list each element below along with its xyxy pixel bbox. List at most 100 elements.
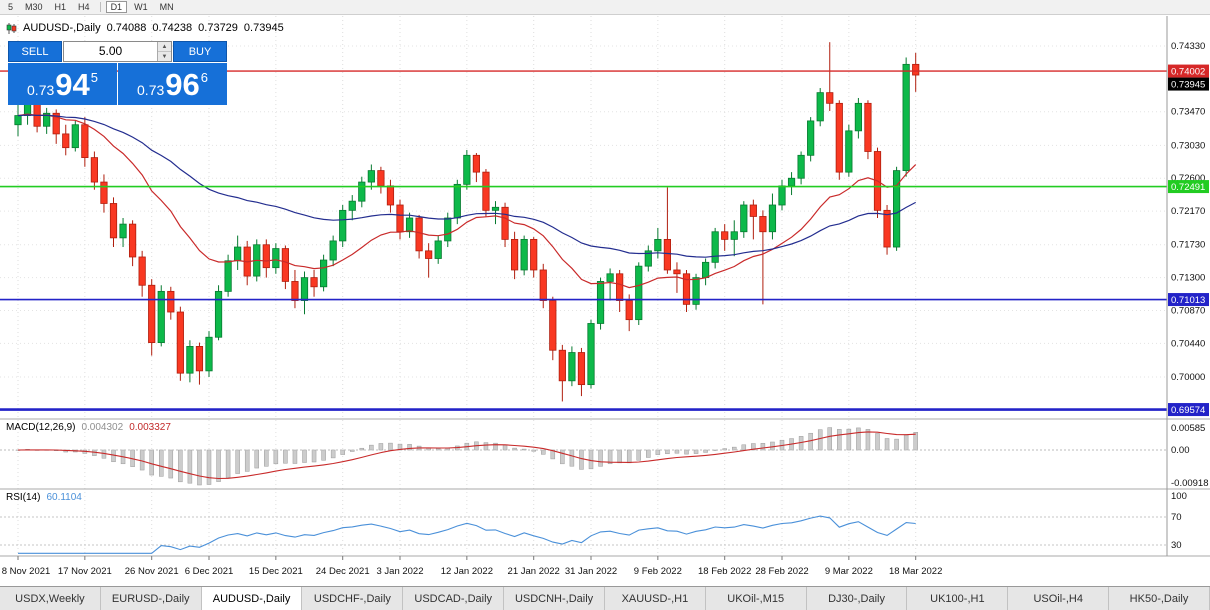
timeframe-toolbar: 5 M30 H1 H4 D1 W1 MN [0, 0, 1210, 15]
candle [463, 154, 471, 185]
macd-bar [407, 444, 412, 451]
toolbar-divider [99, 2, 101, 12]
price-chart[interactable]: 0.00585 0.00 -0.00918 100 70 30 0.74330 0.73470… [0, 0, 1210, 586]
candle [62, 133, 70, 149]
candle [625, 300, 633, 321]
candle [807, 120, 815, 156]
macd-bar [254, 449, 259, 469]
volume-value[interactable]: 5.00 [98, 44, 123, 58]
macd-bar [216, 449, 221, 482]
candle [759, 216, 767, 233]
price-axis-label: 0.72600 [1171, 173, 1205, 184]
timeframe-button-w1[interactable]: W1 [134, 2, 148, 12]
rsi-line [18, 515, 916, 554]
ma-slow-line [17, 114, 916, 258]
candle [444, 217, 452, 242]
moving-averages [17, 113, 917, 289]
sell-price-quote[interactable]: 0.73 94 5 [8, 63, 117, 105]
sell-price-base: 0.73 [27, 82, 55, 98]
candle [358, 181, 366, 202]
macd-name: MACD(12,26,9) [6, 422, 76, 433]
price-axis-label: 0.72170 [1171, 206, 1205, 217]
timeframe-button-mn[interactable]: MN [159, 2, 174, 12]
buy-button[interactable]: BUY [173, 41, 227, 62]
price-axis-label: 0.73030 [1171, 140, 1205, 151]
candle [128, 223, 137, 258]
sell-price-pip: 5 [90, 69, 98, 85]
chart-tab-usdxweekly[interactable]: USDX,Weekly [0, 587, 101, 610]
macd-bar [684, 449, 689, 455]
timeframe-button-h1[interactable]: H1 [54, 2, 67, 12]
candle [491, 206, 500, 211]
buy-price-big: 96 [165, 66, 200, 102]
rsi-axis-label: 70 [1171, 512, 1182, 523]
candle [902, 63, 910, 171]
macd-bar [187, 449, 193, 484]
timeframe-button-h4[interactable]: H4 [78, 2, 90, 12]
horizontal-lines [0, 70, 1167, 411]
timeframe-button-m30[interactable]: M30 [25, 2, 43, 12]
chart-tab-dj30daily[interactable]: DJ30-,Daily [806, 587, 908, 610]
chart-tab-hk50daily[interactable]: HK50-,Daily [1109, 587, 1210, 610]
candle [148, 284, 156, 343]
date-label: 17 Nov 2021 [58, 566, 112, 577]
date-label: 6 Dec 2021 [185, 566, 234, 577]
volume-increase-button[interactable]: ▲ [158, 42, 171, 52]
macd-bar [149, 449, 154, 476]
macd-bar [617, 449, 622, 464]
timeframe-button-5[interactable]: 5 [8, 2, 14, 12]
chart-tab-usdchfdaily[interactable]: USDCHF-,Daily [302, 587, 404, 610]
macd-bar [636, 449, 641, 461]
candle [386, 185, 395, 206]
candle [510, 238, 519, 271]
macd-bar [369, 444, 374, 451]
macd-bar [483, 442, 489, 451]
candle [893, 170, 901, 248]
chart-tab-audusddaily[interactable]: AUDUSD-,Daily [201, 587, 303, 610]
chart-grid [0, 16, 1167, 556]
rsi-value: 60.1104 [46, 492, 82, 503]
chart-tab-usdcaddaily[interactable]: USDCAD-,Daily [403, 587, 505, 610]
macd-bar [302, 449, 307, 463]
macd-bar [311, 449, 317, 463]
rsi-axis-label: 100 [1171, 491, 1187, 502]
date-label: 21 Jan 2022 [508, 566, 560, 577]
macd-bar [865, 429, 871, 451]
candle [205, 336, 213, 372]
macd-bar [330, 449, 336, 459]
chart-tabs: USDX,Weekly EURUSD-,Daily AUDUSD-,Daily USD… [0, 586, 1210, 610]
candle [119, 223, 127, 239]
candle [845, 130, 853, 173]
macd-bar [493, 442, 498, 451]
sell-button[interactable]: SELL [8, 41, 62, 62]
chart-tab-uk100h1[interactable]: UK100-,H1 [907, 587, 1009, 610]
chart-tab-usoilh4[interactable]: USOil-,H4 [1008, 587, 1110, 610]
chart-tab-eurusddaily[interactable]: EURUSD-,Daily [100, 587, 202, 610]
date-label: 31 Jan 2022 [565, 566, 617, 577]
chart-tab-ukoilm15[interactable]: UKOil-,M15 [705, 587, 807, 610]
price-axis-label: 0.74330 [1171, 41, 1205, 52]
candles [14, 42, 920, 402]
volume-decrease-button[interactable]: ▼ [158, 52, 171, 61]
macd-bar [846, 428, 852, 451]
candle [195, 346, 204, 372]
macd-bar [512, 447, 517, 451]
timeframe-button-d1[interactable]: D1 [105, 1, 128, 13]
volume-field[interactable]: 5.00 ▲ ▼ [63, 41, 172, 62]
macd-bar [264, 449, 269, 467]
buy-price-quote[interactable]: 0.73 96 6 [118, 63, 227, 105]
candle [176, 311, 184, 374]
candle [721, 231, 729, 240]
rsi-indicator-label: RSI(14) 60.1104 [6, 492, 82, 503]
hline-badge [1168, 64, 1209, 78]
hline-badge [1168, 293, 1209, 307]
chart-tab-usdcnhdaily[interactable]: USDCNH-,Daily [504, 587, 605, 610]
candle [81, 124, 89, 159]
candle [616, 273, 624, 301]
candle [348, 200, 356, 211]
candle [596, 281, 605, 324]
candle [281, 248, 290, 282]
macd-bar [827, 427, 832, 451]
chart-tab-xauusdh1[interactable]: XAUUSD-,H1 [604, 587, 706, 610]
macd-bar [197, 449, 202, 486]
